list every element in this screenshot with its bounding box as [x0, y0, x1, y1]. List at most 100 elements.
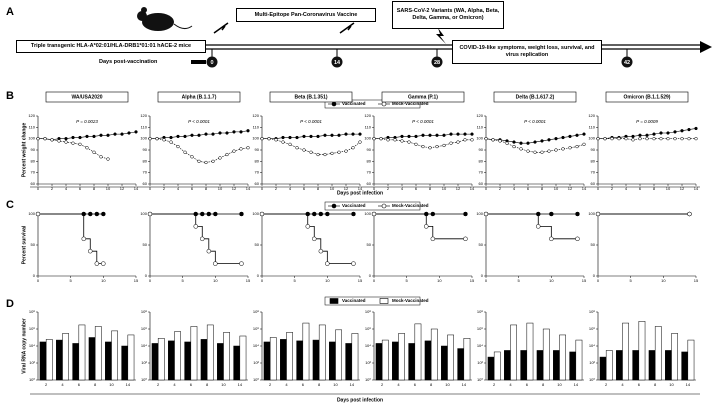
- subchart-title: Beta (B.1.351): [294, 94, 327, 100]
- data-point: [645, 137, 649, 141]
- bar: [654, 326, 662, 381]
- data-point: [470, 132, 474, 136]
- bar: [559, 334, 566, 381]
- x-tick-label: 5: [630, 278, 633, 283]
- x-tick-label: 12: [680, 186, 685, 191]
- data-point: [575, 211, 580, 217]
- data-point: [92, 134, 96, 139]
- x-tick-label: 6: [190, 382, 193, 387]
- data-point: [71, 135, 75, 140]
- subchart: 0 50 100 0 5 10 15: [140, 211, 251, 283]
- data-point: [267, 137, 271, 141]
- data-point: [484, 137, 488, 141]
- bar: [111, 330, 118, 381]
- data-point: [666, 137, 670, 141]
- y-tick-label: 10⁰: [477, 377, 483, 382]
- y-tick-label: 90: [255, 147, 260, 152]
- x-tick-label: 14: [238, 382, 243, 387]
- data-point: [302, 134, 306, 139]
- data-point: [540, 150, 544, 154]
- data-point: [351, 132, 355, 136]
- subchart: 10⁰ 10² 10⁴ 10⁶ 10⁸ 2 4 6 8 10 14: [365, 309, 472, 387]
- y-tick-label: 120: [252, 113, 259, 118]
- subchart-title-box: [493, 91, 577, 103]
- data-point: [400, 134, 404, 139]
- data-point: [155, 137, 159, 141]
- data-point: [351, 261, 356, 266]
- x-tick-label: 10: [106, 186, 111, 191]
- bar: [39, 341, 47, 381]
- x-tick-label: 5: [518, 278, 521, 283]
- data-point: [183, 134, 187, 139]
- y-tick-label: 90: [367, 147, 372, 152]
- y-tick-label: 100: [364, 136, 371, 141]
- data-point: [435, 144, 439, 149]
- data-point: [540, 139, 544, 143]
- p-value: P < 0.0001: [300, 119, 322, 124]
- data-point: [85, 134, 89, 139]
- data-point: [430, 211, 436, 217]
- x-tick-label: 8: [206, 382, 209, 387]
- data-point: [549, 211, 554, 217]
- x-tick-label: 8: [93, 186, 96, 191]
- data-point: [260, 137, 264, 141]
- data-point: [470, 138, 474, 142]
- data-point: [206, 211, 212, 217]
- legend-swatch: [379, 298, 389, 304]
- y-tick-label: 0: [593, 273, 596, 278]
- x-tick-label: 4: [177, 186, 180, 191]
- y-tick-label: 80: [255, 158, 260, 163]
- x-tick-label: 10: [213, 278, 218, 283]
- bar: [72, 343, 80, 381]
- data-point: [169, 140, 173, 144]
- vaccine-box: Multi-Epitope Pan-Coronavirus Vaccine: [236, 8, 376, 22]
- y-tick-label: 100: [588, 136, 595, 141]
- y-tick-label: 0: [33, 273, 36, 278]
- data-point: [386, 138, 390, 142]
- survival-step: [38, 213, 104, 264]
- data-point: [631, 134, 635, 139]
- y-tick-label: 70: [255, 170, 260, 175]
- data-point: [442, 133, 446, 137]
- data-point: [638, 133, 642, 137]
- data-point: [428, 146, 432, 150]
- y-tick-label: 10⁰: [253, 377, 259, 382]
- bar: [168, 340, 175, 381]
- data-point: [428, 133, 432, 137]
- data-point: [575, 236, 580, 242]
- subchart: 60 70 80 90 100 110 120 Gamma (P.1) P < 0.0001 0 2…: [364, 91, 475, 191]
- data-point: [659, 137, 663, 141]
- survival-step: [374, 213, 466, 240]
- y-tick-label: 90: [143, 147, 148, 152]
- data-point: [694, 126, 698, 131]
- x-tick-label: 0: [485, 186, 488, 191]
- x-tick-label: 6: [414, 382, 417, 387]
- bar: [269, 337, 277, 381]
- data-point: [211, 159, 215, 163]
- y-tick-label: 100: [364, 211, 371, 216]
- data-point: [43, 137, 47, 141]
- bar: [553, 350, 560, 381]
- y-tick-label: 100: [140, 211, 147, 216]
- data-point: [239, 261, 244, 266]
- x-tick-label: 10: [221, 382, 226, 387]
- x-tick-label: 2: [157, 382, 160, 387]
- data-point: [99, 155, 103, 159]
- y-tick-label: 80: [591, 158, 596, 163]
- x-tick-label: 4: [397, 382, 400, 387]
- y-tick-label: 10⁰: [589, 377, 595, 382]
- legend-box: [324, 296, 421, 306]
- x-tick-label: 4: [289, 186, 292, 191]
- legend-marker: [331, 101, 337, 107]
- data-point: [687, 127, 691, 132]
- y-tick-label: 10⁸: [29, 309, 35, 314]
- data-point: [652, 137, 656, 141]
- data-point: [325, 261, 330, 266]
- y-axis-label: Percent weight change: [21, 123, 27, 178]
- bar: [424, 340, 432, 381]
- data-point: [325, 211, 330, 217]
- p-value: P = 0.0009: [636, 119, 658, 124]
- y-tick-label: 50: [591, 242, 596, 247]
- data-point: [85, 146, 89, 150]
